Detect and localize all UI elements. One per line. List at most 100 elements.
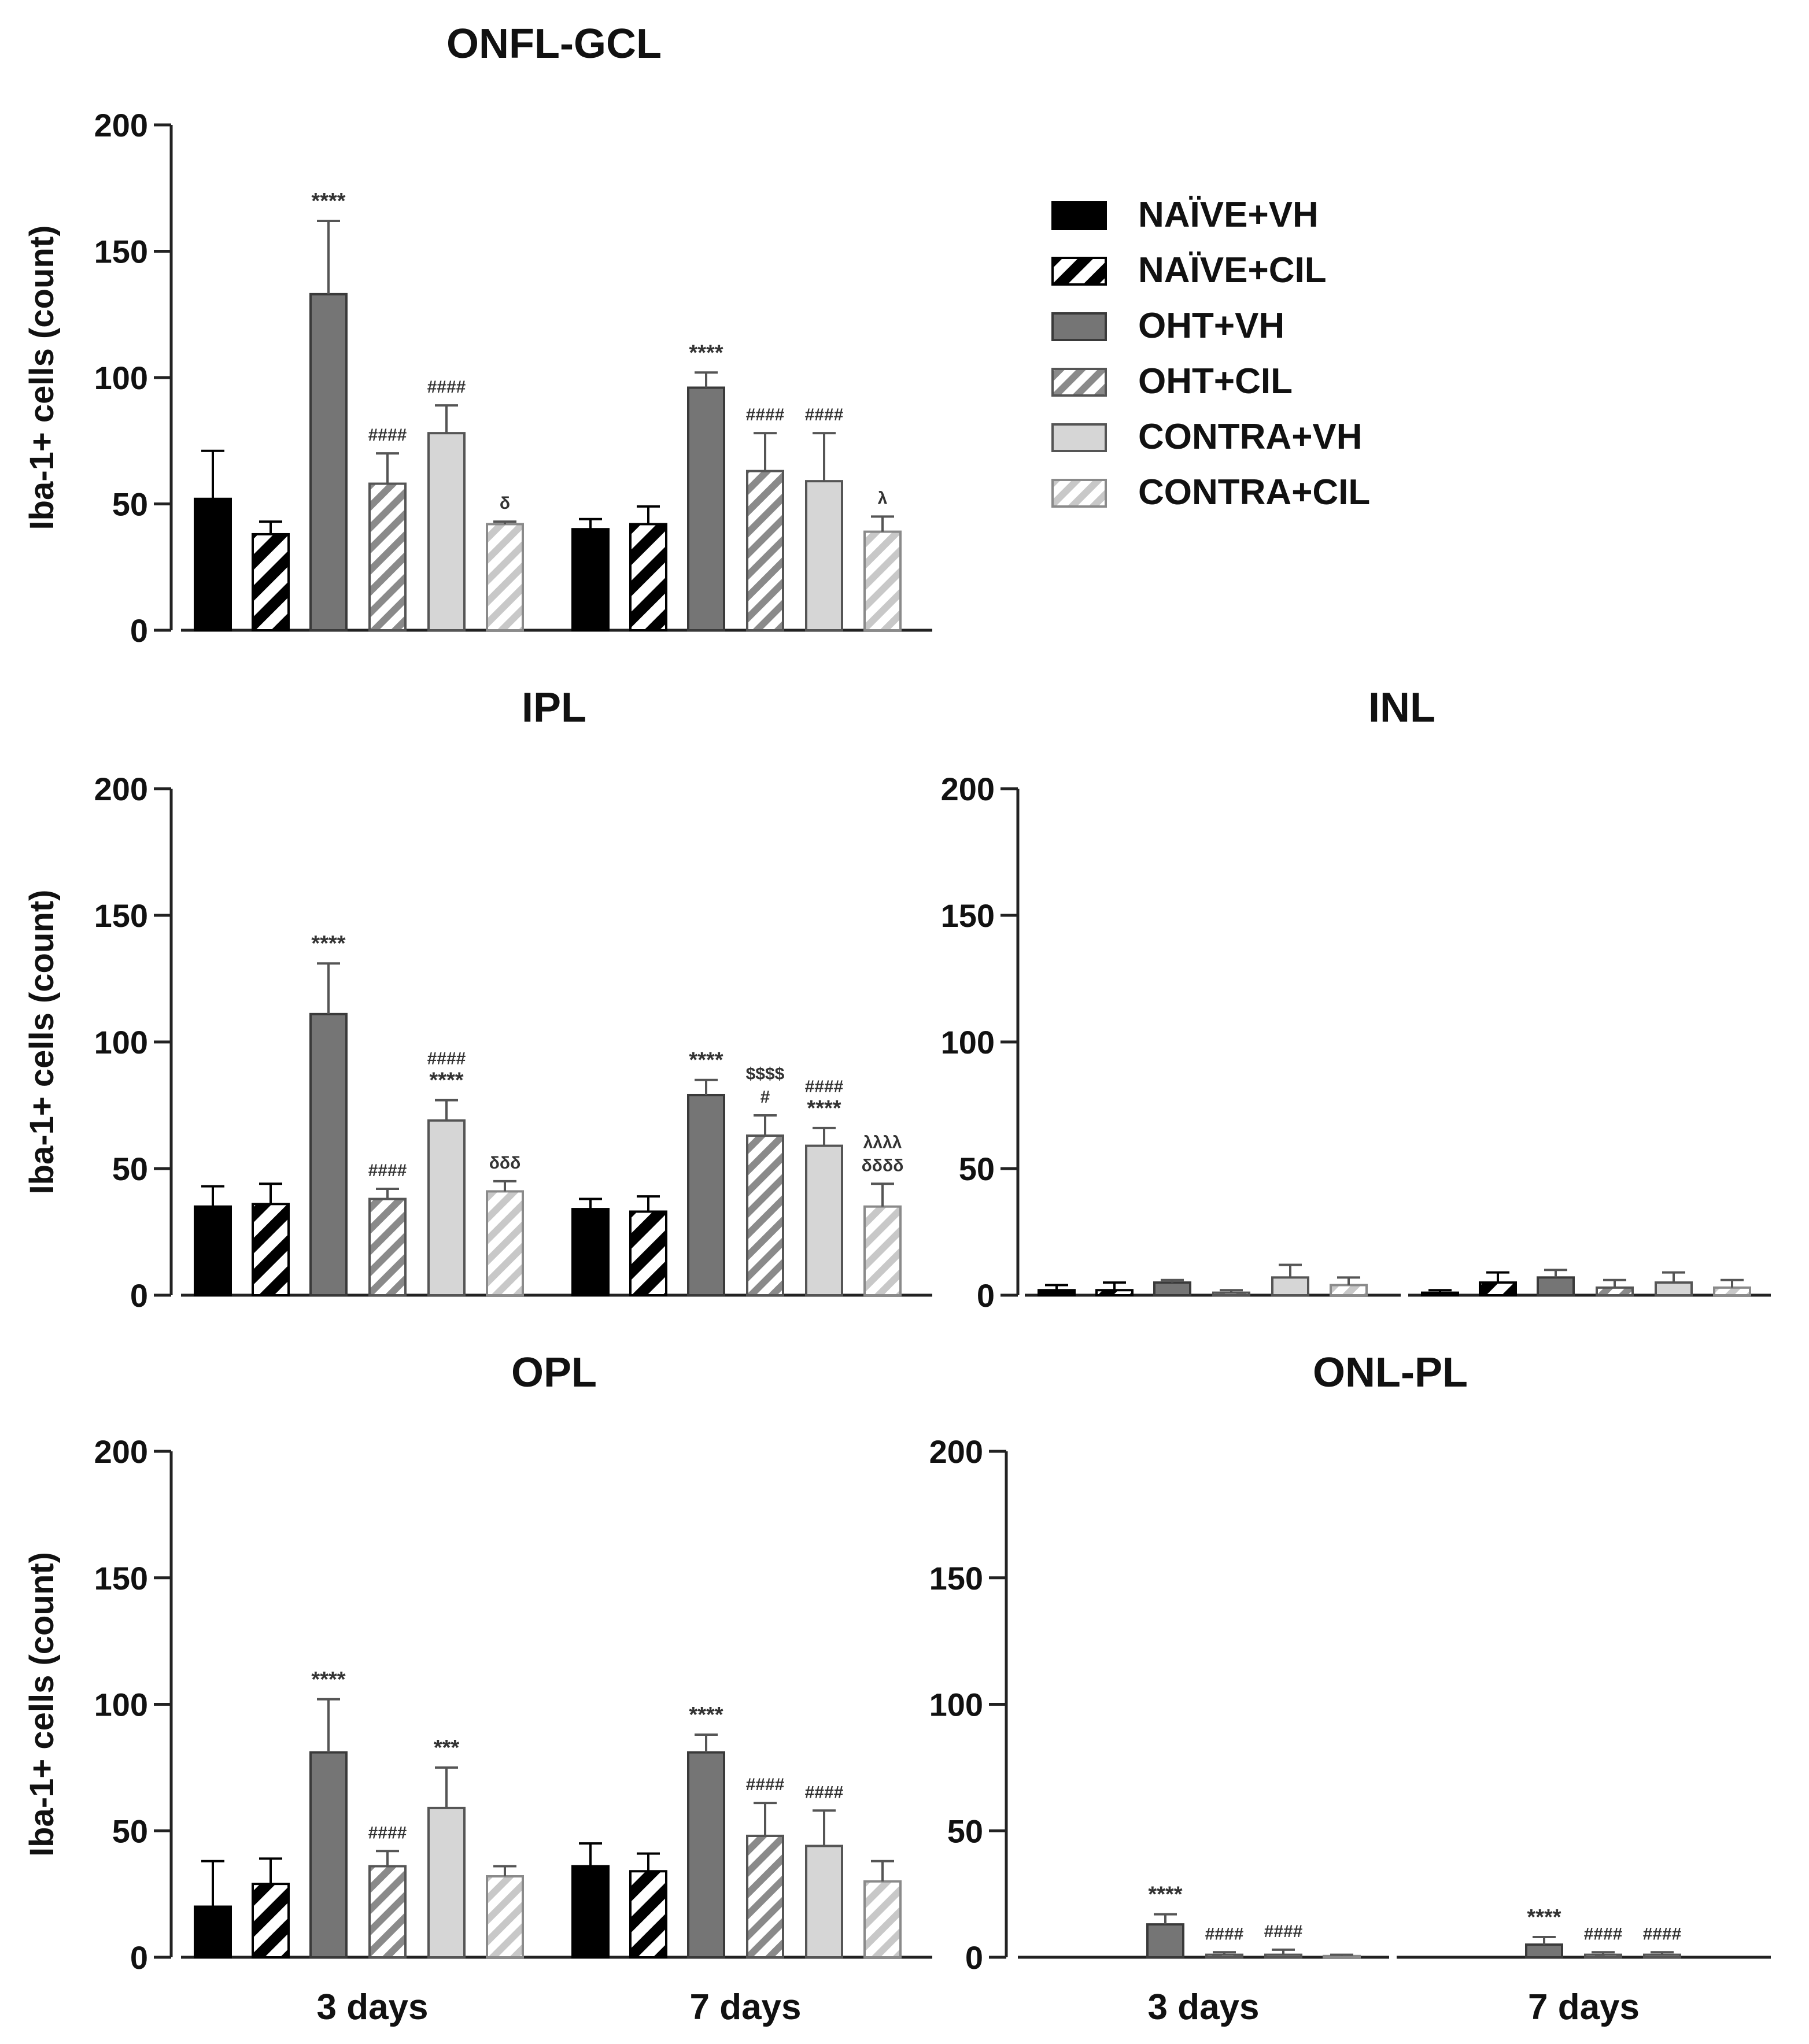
y-tick-label: 0 (130, 1277, 148, 1314)
significance-label: #### (1205, 1924, 1244, 1943)
bar-oht-vh (1525, 1943, 1563, 1958)
bar-contra-cil (1713, 1286, 1751, 1297)
significance-label: δδδδ (862, 1156, 904, 1175)
legend: NAÏVE+VH NAÏVE+CIL OHT+VH OHT+CIL CONTRA+VH C… (1051, 195, 1370, 512)
panel-title: ONL-PL (1313, 1350, 1468, 1396)
y-tick-label: 50 (959, 1151, 995, 1187)
bar-contra-cil (1323, 1954, 1361, 1958)
significance-label: #### (427, 1049, 466, 1069)
bar-contra-vh (427, 432, 466, 631)
significance-label: **** (689, 1048, 723, 1073)
bar-contra-cil (863, 1205, 902, 1296)
bar-group-3-days: **** #### #### δ (181, 189, 564, 632)
y-axis-label: Iba-1+ cells (count) (23, 1552, 61, 1857)
y-tick-label: 0 (965, 1939, 983, 1976)
bar-oht-vh (687, 1751, 725, 1958)
y-tick-label: 150 (94, 1560, 148, 1596)
significance-label: **** (1148, 1883, 1182, 1907)
bar-oht-vh (1146, 1923, 1184, 1958)
bar-oht-cil (746, 1134, 784, 1297)
panel-title: INL (1368, 685, 1435, 731)
significance-label: $$$$ (746, 1064, 785, 1084)
bar-na-ve-vh (194, 1905, 232, 1958)
panel-inl: INL 0 50 100 150 200 (941, 685, 1771, 1314)
y-tick-label: 200 (941, 771, 995, 807)
panel-title: IPL (522, 685, 586, 731)
bar-group-3-days: **** #### #### 3 days (1018, 1883, 1389, 2027)
bar-contra-vh (1264, 1953, 1302, 1958)
significance-label: **** (807, 1096, 841, 1121)
panel-title: OPL (511, 1350, 597, 1396)
bar-na-ve-vh (571, 528, 610, 632)
bar-group-3-days: ****####****####δδδ (181, 932, 564, 1297)
x-axis-label: 3 days (1147, 1987, 1259, 2027)
significance-label: δδδ (489, 1154, 521, 1173)
y-tick-label: 150 (94, 897, 148, 934)
significance-label: **** (311, 189, 345, 213)
y-axis-label: Iba-1+ cells (count) (23, 226, 61, 530)
bar-contra-vh (805, 1144, 843, 1296)
y-tick-label: 200 (929, 1433, 983, 1470)
legend-swatch-oht-cil (1051, 368, 1107, 397)
y-tick-label: 150 (94, 234, 148, 270)
bar-contra-vh (805, 1845, 843, 1958)
y-tick-label: 0 (130, 612, 148, 649)
bar-na-ve-cil (1095, 1289, 1134, 1296)
bar-group-7-days: **** #### #### λ (559, 341, 932, 632)
bar-oht-vh (309, 293, 348, 632)
legend-swatch-contra-vh (1051, 423, 1107, 452)
significance-label: λλλλ (863, 1133, 902, 1152)
bar-na-ve-cil (629, 523, 667, 632)
bar-oht-cil (746, 1835, 784, 1958)
panel-title: ONFL-GCL (446, 21, 662, 67)
bar-oht-cil (368, 1197, 407, 1297)
y-tick-label: 150 (929, 1560, 983, 1596)
bar-oht-vh (309, 1751, 348, 1958)
bar-contra-cil (486, 523, 524, 632)
bar-na-ve-cil (629, 1870, 667, 1958)
bar-group-7-days (1408, 1269, 1771, 1297)
bar-contra-cil (486, 1875, 524, 1958)
y-tick-label: 0 (977, 1277, 995, 1314)
y-tick-label: 50 (947, 1813, 983, 1849)
y-tick-label: 100 (941, 1024, 995, 1060)
y-tick-label: 100 (929, 1687, 983, 1723)
bar-na-ve-cil (629, 1210, 667, 1296)
y-tick-label: 50 (112, 1151, 148, 1187)
significance-label: #### (368, 1823, 407, 1842)
bar-contra-vh (427, 1806, 466, 1958)
legend-label: OHT+CIL (1138, 361, 1293, 401)
bar-na-ve-cil (252, 533, 290, 631)
bar-group-3-days: **** #### *** 3 days (181, 1668, 564, 2027)
bar-oht-vh (309, 1012, 348, 1296)
significance-label: #### (1264, 1922, 1303, 1941)
bar-na-ve-cil (252, 1203, 290, 1297)
y-tick-label: 200 (94, 771, 148, 807)
significance-label: #### (746, 1775, 785, 1794)
y-tick-label: 100 (94, 1687, 148, 1723)
bar-group-7-days: **** #### #### 7 days (559, 1703, 932, 2027)
bar-contra-vh (1271, 1276, 1309, 1297)
bar-contra-cil (863, 530, 902, 631)
bar-oht-cil (368, 482, 407, 631)
significance-label: **** (689, 1703, 723, 1727)
significance-label: δ (500, 494, 510, 513)
y-tick-label: 150 (941, 897, 995, 934)
legend-label: CONTRA+VH (1138, 417, 1363, 457)
bar-na-ve-vh (571, 1865, 610, 1958)
significance-label: **** (1527, 1905, 1561, 1930)
y-tick-label: 50 (112, 1813, 148, 1849)
legend-swatch-oht-vh (1051, 312, 1107, 341)
bar-na-ve-cil (1479, 1281, 1517, 1297)
significance-label: *** (434, 1736, 460, 1760)
significance-label: #### (368, 426, 407, 445)
bar-oht-cil (1584, 1953, 1622, 1958)
bar-group-7-days: **** #### #### 7 days (1397, 1905, 1771, 2027)
bar-oht-vh (1537, 1276, 1575, 1297)
significance-label: **** (429, 1069, 463, 1093)
significance-label: λ (878, 489, 888, 508)
panel-opl: OPL 0 50 100 150 200 Iba-1+ cells (count) **** #… (23, 1350, 932, 2027)
bar-contra-vh (1655, 1281, 1693, 1297)
